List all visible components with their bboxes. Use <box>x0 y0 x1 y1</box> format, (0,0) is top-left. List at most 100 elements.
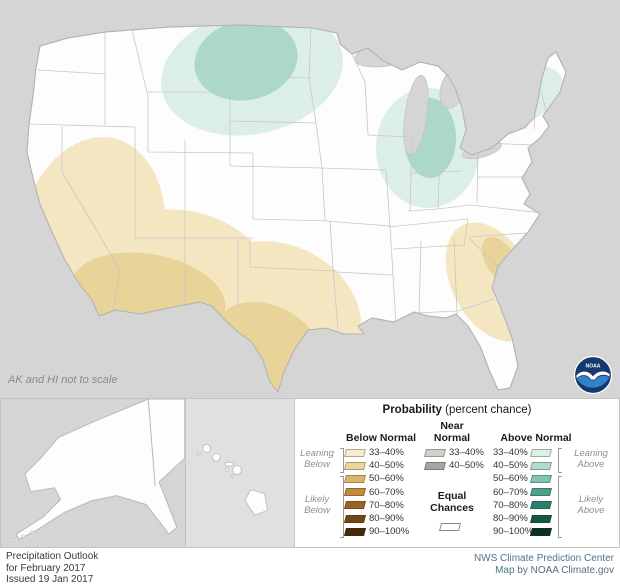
maui-island <box>232 465 242 475</box>
aleutian-island <box>30 530 34 534</box>
oahu-island <box>212 452 221 462</box>
legend-row: 33–40% <box>493 446 552 459</box>
legend-range-label: 60–70% <box>369 486 404 498</box>
legend-swatch <box>530 514 552 523</box>
legend-range-label: 80–90% <box>369 513 404 525</box>
hawaii-inset <box>185 398 295 548</box>
legend-row: 40–50% <box>344 459 409 472</box>
probability-legend: Probability (percent chance) Below Norma… <box>294 398 620 548</box>
legend-range-label: 70–80% <box>369 499 404 511</box>
noaa-logo: NOAA <box>573 355 613 395</box>
conus-map-area: AK and HI not to scale NOAA <box>0 0 620 398</box>
footer-month-line: for February 2017 <box>6 562 86 574</box>
legend-title: Probability (percent chance) <box>295 404 619 416</box>
northern-plains-above-core-shading <box>194 25 298 101</box>
leaning-above-label: Leaning Above <box>574 448 608 470</box>
bottom-panel-row: Probability (percent chance) Below Norma… <box>0 398 620 548</box>
legend-swatch <box>530 474 552 483</box>
legend-swatch <box>344 501 366 510</box>
noaa-seagull-icon <box>576 371 610 380</box>
footer-issued-line: Issued 19 Jan 2017 <box>6 574 94 585</box>
legend-range-label: 60–70% <box>493 486 528 498</box>
lanai-island <box>225 467 230 473</box>
legend-swatch <box>424 448 446 457</box>
kauai-island <box>202 444 211 453</box>
near-normal-header: Near Normal <box>433 420 471 444</box>
likely-above-bracket <box>558 476 562 538</box>
legend-range-label: 70–80% <box>493 499 528 511</box>
below-normal-rows: 33–40% 40–50% 50–60% 60–70% 70–80% 80–90% 90–1… <box>344 446 409 538</box>
us-outline <box>26 24 567 394</box>
legend-swatch <box>344 448 366 457</box>
legend-range-label: 40–50% <box>493 460 528 472</box>
alaska-canada-border <box>147 399 156 486</box>
aleutian-island <box>21 534 25 538</box>
alaska-landmass <box>15 399 185 540</box>
legend-swatch <box>344 488 366 497</box>
legend-swatch <box>344 527 366 536</box>
conus-map <box>26 24 567 394</box>
near-normal-rows: 33–40% 40–50% <box>424 446 484 472</box>
noaa-logo-text: NOAA <box>586 364 601 370</box>
legend-range-label: 50–60% <box>369 473 404 485</box>
kahoolawe-island <box>230 474 234 478</box>
legend-range-label: 90–100% <box>493 526 534 538</box>
niihau-island <box>196 451 201 456</box>
legend-range-label: 40–50% <box>369 460 404 472</box>
equal-chances-label: Equal Chances <box>430 490 474 514</box>
above-normal-rows: 33–40% 40–50% 50–60% 60–70% 70–80% 80–90% 90–1… <box>493 446 552 538</box>
above-normal-header: Above Normal <box>500 432 572 444</box>
legend-swatch <box>344 474 366 483</box>
legend-row: 70–80% <box>344 499 409 512</box>
noaa-logo-sea <box>576 375 610 388</box>
map-scale-note: AK and HI not to scale <box>8 374 118 386</box>
legend-row: 60–70% <box>493 486 552 499</box>
legend-row: 90–100% <box>493 525 552 538</box>
legend-row: 40–50% <box>424 459 484 472</box>
legend-range-label: 80–90% <box>493 513 528 525</box>
legend-title-rest: (percent chance) <box>441 404 532 416</box>
legend-title-bold: Probability <box>382 404 442 416</box>
footer-outlook-line: Precipitation Outlook <box>6 551 99 562</box>
legend-range-label: 33–40% <box>369 447 404 459</box>
legend-range-label: 40–50% <box>449 460 484 472</box>
legend-row: 90–100% <box>344 525 409 538</box>
footer: Precipitation Outlook for February 2017 … <box>0 548 620 585</box>
state-borders <box>28 26 548 331</box>
legend-swatch <box>530 461 552 470</box>
legend-row: 50–60% <box>344 472 409 485</box>
legend-swatch <box>424 461 446 470</box>
likely-above-label: Likely Above <box>577 494 605 516</box>
legend-range-label: 33–40% <box>493 447 528 459</box>
legend-row: 33–40% <box>344 446 409 459</box>
equal-chances-swatch-wrap <box>439 518 461 536</box>
legend-swatch <box>344 514 366 523</box>
legend-swatch <box>344 461 366 470</box>
alaska-inset <box>0 398 186 548</box>
leaning-below-bracket <box>340 448 344 473</box>
hawaii-big-island <box>244 489 268 516</box>
likely-below-label: Likely Below <box>304 494 330 516</box>
footer-title-block: Precipitation Outlook for February 2017 … <box>6 551 98 585</box>
legend-row: 40–50% <box>493 459 552 472</box>
legend-swatch <box>530 448 552 457</box>
likely-below-bracket <box>340 476 344 538</box>
molokai-island <box>224 461 235 467</box>
lake-michigan <box>403 75 429 155</box>
footer-source-line: NWS Climate Prediction Center <box>473 553 614 564</box>
legend-row: 80–90% <box>344 512 409 525</box>
legend-swatch <box>530 527 552 536</box>
legend-swatch <box>530 501 552 510</box>
legend-range-label: 33–40% <box>449 447 484 459</box>
legend-row: 80–90% <box>493 512 552 525</box>
legend-range-label: 50–60% <box>493 473 528 485</box>
footer-mapby-line: Map by NOAA Climate.gov <box>495 564 614 576</box>
legend-row: 50–60% <box>493 472 552 485</box>
legend-row: 70–80% <box>493 499 552 512</box>
equal-chances-swatch <box>439 523 461 531</box>
leaning-below-label: Leaning Below <box>300 448 334 470</box>
legend-row: 60–70% <box>344 486 409 499</box>
footer-credit-block: NWS Climate Prediction Center Map by NOA… <box>474 551 614 585</box>
below-normal-header: Below Normal <box>345 432 416 444</box>
